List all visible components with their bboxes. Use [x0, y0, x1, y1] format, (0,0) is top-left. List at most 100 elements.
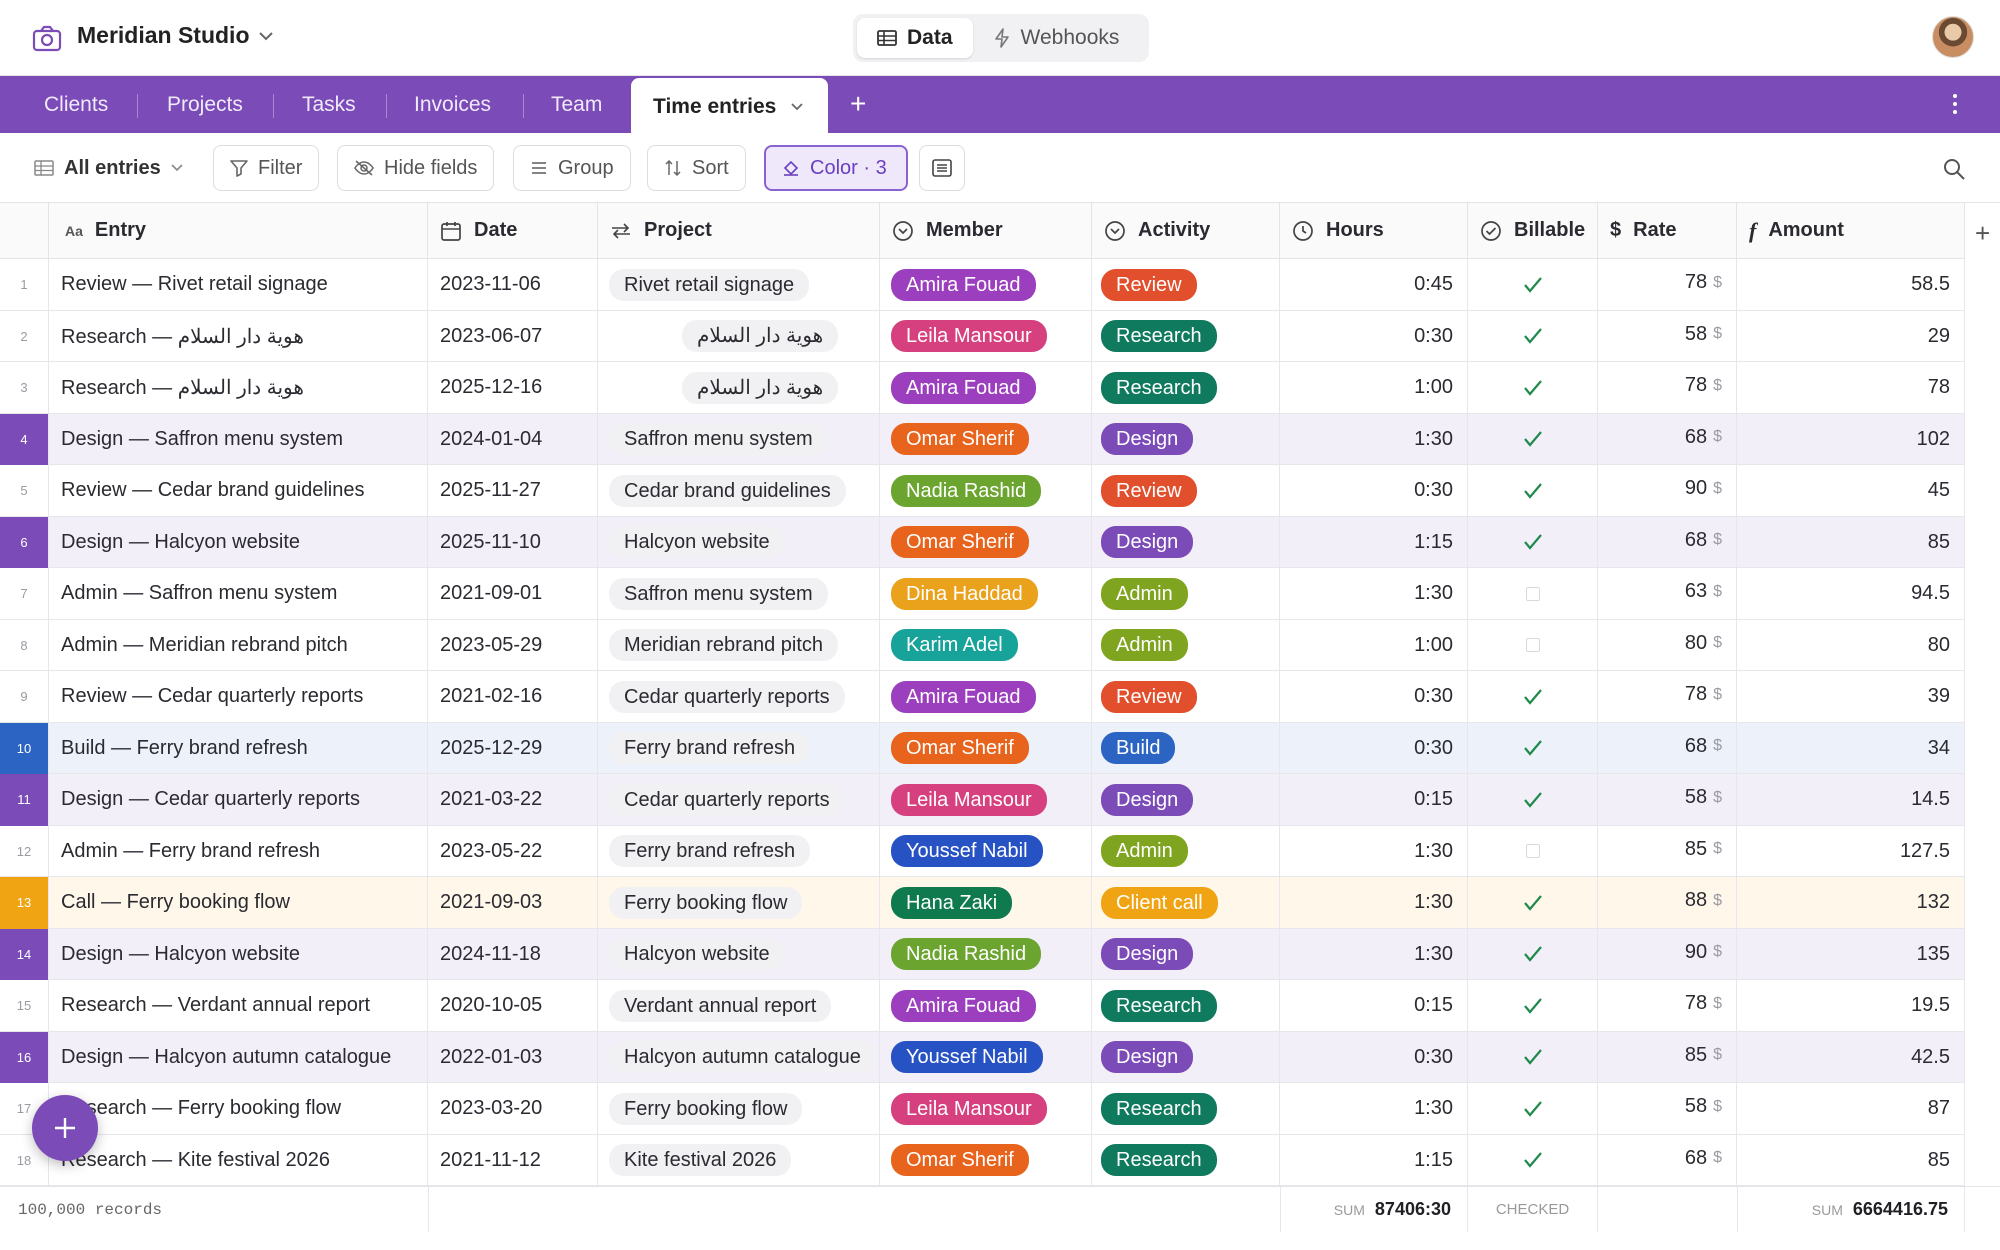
- activity-cell[interactable]: Research: [1092, 1134, 1280, 1186]
- column-header-activity[interactable]: Activity: [1092, 203, 1280, 259]
- project-chip[interactable]: Kite festival 2026: [609, 1144, 792, 1177]
- webhooks-view-button[interactable]: Webhooks: [973, 18, 1140, 58]
- checkmark-icon[interactable]: [1522, 274, 1544, 296]
- activity-cell[interactable]: Research: [1092, 1083, 1280, 1135]
- project-chip[interactable]: Ferry brand refresh: [609, 732, 811, 765]
- date-cell[interactable]: 2021-11-12: [428, 1134, 598, 1186]
- billable-cell[interactable]: [1468, 568, 1598, 620]
- entry-cell[interactable]: Research — Kite festival 2026: [49, 1134, 428, 1186]
- member-cell[interactable]: Omar Sherif: [880, 722, 1092, 774]
- hours-summary[interactable]: SUM 87406:30: [1280, 1187, 1468, 1232]
- data-view-button[interactable]: Data: [857, 18, 973, 58]
- tab-clients[interactable]: Clients: [44, 92, 109, 116]
- member-tag[interactable]: Karim Adel: [891, 629, 1018, 662]
- checkmark-icon[interactable]: [1522, 789, 1544, 811]
- rate-cell[interactable]: 68 $: [1598, 413, 1737, 465]
- date-cell[interactable]: 2023-05-22: [428, 825, 598, 877]
- date-cell[interactable]: 2021-03-22: [428, 774, 598, 826]
- table-row[interactable]: 4 Design — Saffron menu system 2024-01-04 S…: [0, 413, 1965, 465]
- column-header-amount[interactable]: f Amount: [1737, 203, 1965, 259]
- checkmark-icon[interactable]: [1522, 480, 1544, 502]
- activity-tag[interactable]: Design: [1101, 423, 1194, 456]
- rate-cell[interactable]: 80 $: [1598, 619, 1737, 671]
- view-selector[interactable]: All entries: [18, 145, 199, 191]
- filter-button[interactable]: Filter: [213, 145, 320, 191]
- project-cell[interactable]: Halcyon website: [598, 928, 880, 980]
- rate-cell[interactable]: 68 $: [1598, 1134, 1737, 1186]
- member-cell[interactable]: Amira Fouad: [880, 362, 1092, 414]
- project-cell[interactable]: Halcyon website: [598, 516, 880, 568]
- billable-cell[interactable]: [1468, 1134, 1598, 1186]
- activity-tag[interactable]: Admin: [1101, 577, 1188, 610]
- project-chip[interactable]: Rivet retail signage: [609, 268, 810, 301]
- project-cell[interactable]: Cedar quarterly reports: [598, 671, 880, 723]
- amount-summary[interactable]: SUM 6664416.75: [1737, 1187, 1965, 1232]
- amount-cell[interactable]: 19.5: [1737, 980, 1965, 1032]
- rate-cell[interactable]: 63 $: [1598, 568, 1737, 620]
- hours-cell[interactable]: 0:15: [1280, 980, 1468, 1032]
- checkmark-icon[interactable]: [1522, 943, 1544, 965]
- table-row[interactable]: 2 Research — هوية دار السلام 2023-06-07 هوي…: [0, 310, 1965, 362]
- activity-tag[interactable]: Review: [1101, 680, 1197, 713]
- billable-cell[interactable]: [1468, 825, 1598, 877]
- member-tag[interactable]: Amira Fouad: [891, 989, 1036, 1022]
- billable-cell[interactable]: [1468, 671, 1598, 723]
- member-cell[interactable]: Nadia Rashid: [880, 465, 1092, 517]
- project-chip[interactable]: Meridian rebrand pitch: [609, 629, 838, 662]
- member-tag[interactable]: Hana Zaki: [891, 886, 1013, 919]
- hours-cell[interactable]: 1:30: [1280, 825, 1468, 877]
- hours-cell[interactable]: 1:00: [1280, 619, 1468, 671]
- project-chip[interactable]: Saffron menu system: [609, 577, 828, 610]
- amount-cell[interactable]: 102: [1737, 413, 1965, 465]
- entry-cell[interactable]: Review — Rivet retail signage: [49, 259, 428, 311]
- entry-cell[interactable]: Research — Verdant annual report: [49, 980, 428, 1032]
- date-cell[interactable]: 2020-10-05: [428, 980, 598, 1032]
- checkmark-icon[interactable]: [1522, 1046, 1544, 1068]
- rate-cell[interactable]: 85 $: [1598, 1031, 1737, 1083]
- rate-cell[interactable]: 90 $: [1598, 928, 1737, 980]
- date-cell[interactable]: 2024-11-18: [428, 928, 598, 980]
- table-row[interactable]: 1 Review — Rivet retail signage 2023-11-06…: [0, 259, 1965, 311]
- project-cell[interactable]: Saffron menu system: [598, 568, 880, 620]
- checkmark-icon[interactable]: [1522, 995, 1544, 1017]
- table-row[interactable]: 14 Design — Halcyon website 2024-11-18 Halc…: [0, 928, 1965, 980]
- member-tag[interactable]: Omar Sherif: [891, 526, 1029, 559]
- activity-tag[interactable]: Review: [1101, 268, 1197, 301]
- entry-cell[interactable]: Design — Halcyon website: [49, 928, 428, 980]
- member-cell[interactable]: Amira Fouad: [880, 671, 1092, 723]
- hours-cell[interactable]: 1:30: [1280, 568, 1468, 620]
- column-header-entry[interactable]: Aa Entry: [49, 203, 428, 259]
- entry-cell[interactable]: Research — هوية دار السلام: [49, 310, 428, 362]
- member-tag[interactable]: Dina Haddad: [891, 577, 1038, 610]
- amount-cell[interactable]: 85: [1737, 516, 1965, 568]
- checkmark-icon[interactable]: [1522, 1098, 1544, 1120]
- entry-cell[interactable]: Design — Halcyon website: [49, 516, 428, 568]
- activity-tag[interactable]: Research: [1101, 320, 1217, 353]
- hours-cell[interactable]: 1:30: [1280, 877, 1468, 929]
- hours-cell[interactable]: 1:15: [1280, 516, 1468, 568]
- activity-tag[interactable]: Admin: [1101, 835, 1188, 868]
- activity-cell[interactable]: Admin: [1092, 568, 1280, 620]
- entry-cell[interactable]: Admin — Ferry brand refresh: [49, 825, 428, 877]
- amount-cell[interactable]: 80: [1737, 619, 1965, 671]
- tab-team[interactable]: Team: [551, 92, 603, 116]
- member-tag[interactable]: Omar Sherif: [891, 1144, 1029, 1177]
- table-row[interactable]: 7 Admin — Saffron menu system 2021-09-01 Sa…: [0, 568, 1965, 620]
- column-header-date[interactable]: Date: [428, 203, 598, 259]
- billable-cell[interactable]: [1468, 413, 1598, 465]
- activity-cell[interactable]: Design: [1092, 774, 1280, 826]
- activity-tag[interactable]: Design: [1101, 526, 1194, 559]
- activity-cell[interactable]: Design: [1092, 928, 1280, 980]
- table-row[interactable]: 10 Build — Ferry brand refresh 2025-12-29 F…: [0, 722, 1965, 774]
- column-header-billable[interactable]: Billable: [1468, 203, 1598, 259]
- column-header-rate[interactable]: $ Rate: [1598, 203, 1737, 259]
- project-chip[interactable]: Ferry brand refresh: [609, 835, 811, 868]
- table-row[interactable]: 6 Design — Halcyon website 2025-11-10 Halcy…: [0, 516, 1965, 568]
- entry-cell[interactable]: Research — هوية دار السلام: [49, 362, 428, 414]
- amount-cell[interactable]: 135: [1737, 928, 1965, 980]
- amount-cell[interactable]: 14.5: [1737, 774, 1965, 826]
- project-chip[interactable]: Ferry booking flow: [609, 1092, 803, 1125]
- date-cell[interactable]: 2024-01-04: [428, 413, 598, 465]
- more-vertical-icon[interactable]: [1950, 90, 1960, 118]
- rate-cell[interactable]: 78 $: [1598, 980, 1737, 1032]
